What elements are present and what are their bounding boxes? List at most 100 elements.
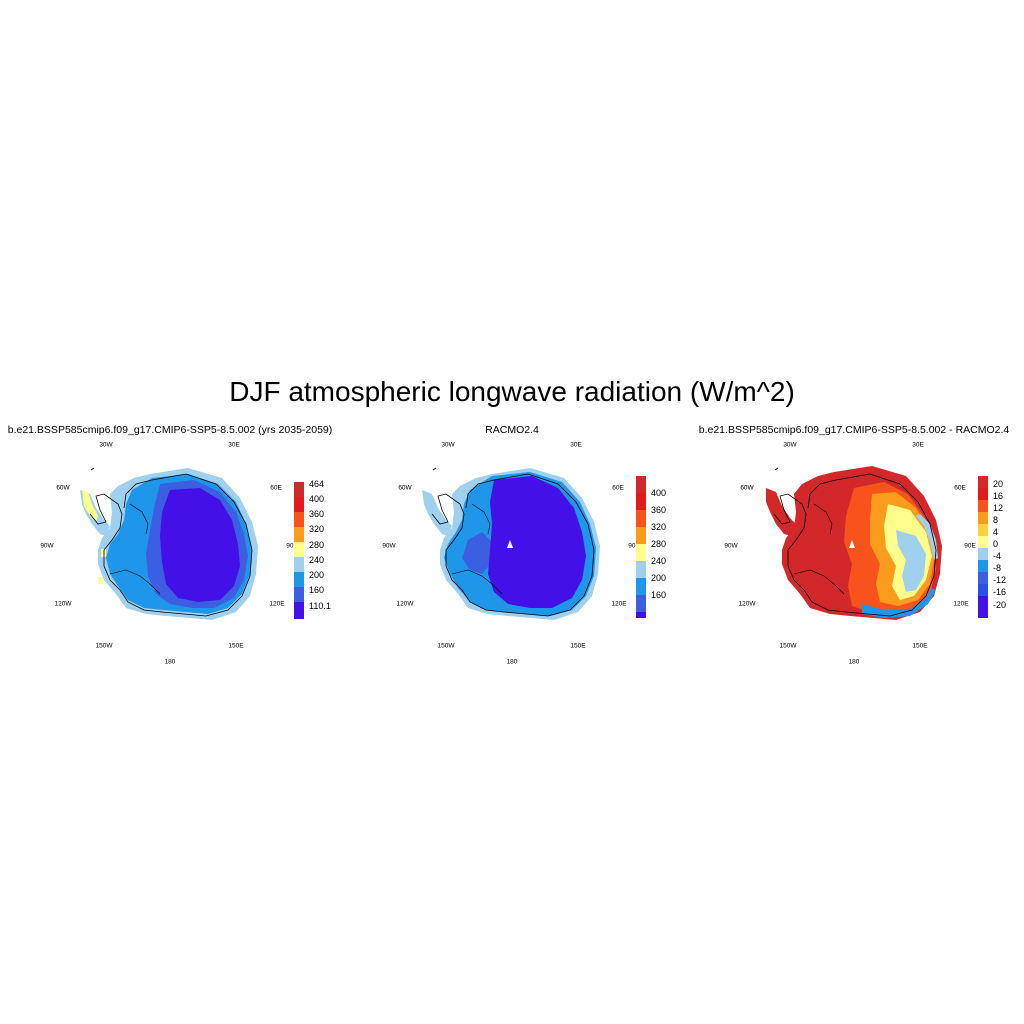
lon-label: 120E <box>611 600 627 608</box>
colorbar-label: -20 <box>993 600 1007 610</box>
colorbar-label: 0 <box>993 539 999 549</box>
lon-label: 180 <box>164 658 176 666</box>
colorbar-cell <box>978 536 988 548</box>
colorbar-cell <box>294 482 304 497</box>
lon-label: 120E <box>269 600 285 608</box>
pole-marker <box>849 540 855 548</box>
colorbar-label: -4 <box>993 551 1002 561</box>
colorbar-label: 464 <box>309 479 325 489</box>
colorbar-cell <box>294 602 304 619</box>
lon-label: 90E <box>964 542 976 550</box>
lon-label: 60W <box>740 484 754 492</box>
lon-label: 60W <box>398 484 412 492</box>
tick-mark <box>432 467 437 471</box>
peninsula-warm <box>82 490 98 522</box>
colorbar-cell <box>978 512 988 524</box>
colorbar-cell <box>636 544 646 561</box>
lon-label: 150E <box>912 642 928 650</box>
colorbar-cell <box>294 557 304 572</box>
colorbar-label: 240 <box>309 555 325 565</box>
lon-label: 150W <box>437 642 455 650</box>
colorbar-label: 240 <box>651 556 667 566</box>
coastline <box>89 473 253 617</box>
panel-title: b.e21.BSSP585cmip6.f09_g17.CMIP6-SSP5-8.… <box>698 424 1010 436</box>
map-panel-racmo: RACMO2.4 30W 30E 60W 60E 90W 90E 120W 12… <box>342 424 682 674</box>
lon-label: 60E <box>954 484 966 492</box>
colorbar-cell <box>978 500 988 512</box>
colorbar-cell <box>636 561 646 578</box>
colorbar-label: 200 <box>651 573 667 583</box>
colorbar-label: 4 <box>993 527 999 537</box>
antarctica-map <box>766 466 942 620</box>
colorbar-cell <box>294 542 304 557</box>
lon-label: 30W <box>441 441 455 449</box>
lon-label: 60W <box>56 484 70 492</box>
lon-label: 120W <box>396 600 414 608</box>
lon-label: 30E <box>228 441 240 449</box>
coastline <box>431 473 595 617</box>
lon-label: 30W <box>99 441 113 449</box>
ice-shelf-line <box>793 569 845 595</box>
colorbar-label: 320 <box>651 522 667 532</box>
ice-shelf-line <box>109 569 161 595</box>
lon-label: 90E <box>628 542 640 550</box>
colorbar-cell <box>636 578 646 595</box>
lon-label: 150W <box>95 642 113 650</box>
colorbar-label: 280 <box>309 540 325 550</box>
colorbar-cell <box>636 595 646 612</box>
lon-label: 90W <box>382 542 396 550</box>
field-dark <box>462 532 492 574</box>
colorbar-label: 160 <box>651 590 667 600</box>
colorbar-cell <box>636 612 646 618</box>
colorbar-label: -16 <box>993 587 1007 597</box>
colorbar-cell <box>978 584 988 596</box>
colorbar-label: -12 <box>993 575 1007 585</box>
colorbar-cell <box>294 572 304 587</box>
peninsula-field <box>766 488 796 536</box>
lon-label: 90W <box>40 542 54 550</box>
panel-title: b.e21.BSSP585cmip6.f09_g17.CMIP6-SSP5-8.… <box>7 424 333 436</box>
tick-mark <box>90 467 95 471</box>
colorbar-label: 8 <box>993 515 999 525</box>
colorbar-cell <box>294 512 304 527</box>
colorbar-cell <box>978 560 988 572</box>
coastal-blue-band <box>862 588 936 618</box>
ice-shelf-line <box>471 503 491 535</box>
colorbar-cell <box>978 488 988 500</box>
lon-label: 150W <box>779 642 797 650</box>
colorbar-label: 200 <box>309 570 325 580</box>
colorbar-cell <box>294 587 304 602</box>
ice-shelf-line <box>813 503 833 535</box>
lon-label: 180 <box>848 658 860 666</box>
warm-cell <box>101 549 106 557</box>
lon-label: 30E <box>912 441 924 449</box>
pole-marker <box>507 540 513 548</box>
colorbar-label: 360 <box>309 509 325 519</box>
lon-label: 150E <box>570 642 586 650</box>
colorbar: 20 16 12 8 4 0 -4 -8 -12 -16 -20 <box>978 476 1024 618</box>
lon-label: 150E <box>228 642 244 650</box>
colorbar-label: 160 <box>309 585 325 595</box>
tick-mark <box>774 467 779 471</box>
ice-shelf-line <box>451 569 503 595</box>
colorbar-cell <box>978 524 988 536</box>
lon-label: 120E <box>953 600 969 608</box>
coastal-light-band <box>916 514 938 560</box>
colorbar-label: 400 <box>651 488 667 498</box>
lon-label: 120W <box>738 600 756 608</box>
colorbar-cell <box>636 527 646 544</box>
lon-label: 30E <box>570 441 582 449</box>
map-panel-model: b.e21.BSSP585cmip6.f09_g17.CMIP6-SSP5-8.… <box>0 424 340 674</box>
colorbar-label: 320 <box>309 524 325 534</box>
field-core <box>160 488 240 602</box>
lon-label: 90E <box>286 542 298 550</box>
colorbar-label: 16 <box>993 491 1004 501</box>
panel-title: RACMO2.4 <box>485 424 539 436</box>
ice-shelf-line <box>129 503 149 535</box>
antarctica-map <box>80 467 258 620</box>
lon-label: 120W <box>54 600 72 608</box>
colorbar-cell <box>636 510 646 527</box>
colorbar-label: 400 <box>309 494 325 504</box>
colorbar-cell <box>978 596 988 618</box>
lon-label: 60E <box>612 484 624 492</box>
